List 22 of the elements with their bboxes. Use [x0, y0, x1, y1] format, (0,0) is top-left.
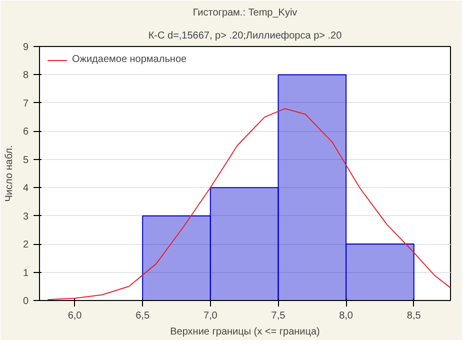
- x-axis-title: Верхние границы (x <= граница): [170, 326, 320, 338]
- x-tick-label: 7,0: [203, 310, 218, 322]
- x-tick-label: 8,5: [406, 310, 422, 322]
- y-tick-label: 4: [22, 183, 29, 194]
- x-tick-label: 7,5: [271, 310, 286, 322]
- chart-title: Гистограм.: Temp_Kyiv: [192, 8, 298, 18]
- y-tick-label: 6: [22, 126, 29, 138]
- y-tick-label: 7: [22, 98, 29, 110]
- y-tick-label: 5: [22, 154, 29, 166]
- y-tick-label: 0: [22, 296, 29, 307]
- x-tick-label: 6,5: [136, 310, 150, 322]
- y-tick-label: 1: [22, 268, 29, 279]
- x-tick-label: 8,0: [339, 310, 354, 322]
- y-tick-label: 9: [22, 42, 29, 53]
- y-tick-label: 8: [22, 70, 29, 82]
- line-series: [47, 108, 450, 300]
- chart-subtitle: К-С d=,15667, p> .20;Лиллиефорса p> .20: [148, 30, 342, 42]
- y-tick-label: 2: [22, 240, 29, 251]
- y-axis-title: Число набл.: [4, 145, 15, 202]
- x-tick-label: 6,0: [68, 310, 82, 322]
- y-tick-label: 3: [22, 211, 29, 222]
- legend-label: Ожидаемое нормальное: [72, 54, 187, 65]
